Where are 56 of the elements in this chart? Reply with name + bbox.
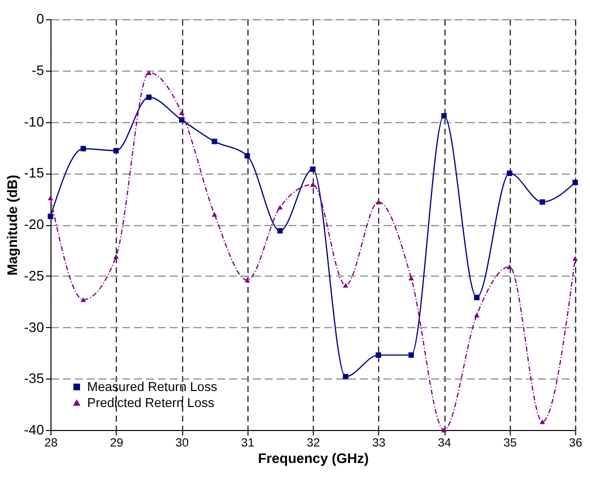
point [48, 196, 54, 200]
point [48, 214, 54, 220]
point [310, 166, 316, 172]
point [146, 70, 152, 75]
point [277, 228, 283, 234]
point [80, 146, 86, 152]
y-tick-label: -15 [24, 164, 44, 181]
point [474, 312, 480, 318]
x-tick-label: 31 [241, 435, 255, 450]
point [506, 264, 512, 270]
point [572, 256, 578, 261]
x-axis-title: Frequency (GHz) [258, 450, 369, 466]
x-tick-label: 32 [306, 435, 320, 450]
point [441, 113, 447, 118]
point [244, 278, 250, 282]
point [80, 297, 86, 302]
point [441, 428, 447, 432]
point [113, 148, 119, 154]
x-tick-label: 30 [176, 435, 190, 450]
point [212, 212, 218, 217]
point [178, 110, 184, 116]
legend-label: Measured Return Loss [87, 378, 218, 394]
point [310, 182, 316, 187]
point [113, 254, 119, 259]
point [342, 282, 348, 288]
point [376, 200, 382, 204]
point [212, 138, 218, 144]
y-axis-title: Magnitude (dB) [4, 174, 20, 276]
x-tick-label: 28 [44, 435, 58, 450]
point [506, 170, 512, 176]
point [244, 153, 250, 159]
point [342, 374, 348, 380]
point [408, 352, 414, 358]
x-tick-label: 36 [569, 435, 583, 450]
x-tick-label: 29 [110, 435, 124, 450]
point [474, 294, 480, 300]
x-tick-label: 34 [438, 435, 452, 450]
x-tick-label: 35 [503, 435, 518, 450]
y-tick-label: -20 [24, 216, 44, 232]
y-tick-label: -35 [24, 370, 44, 386]
y-tick-label: -40 [24, 421, 44, 438]
point [277, 204, 283, 210]
point [540, 199, 546, 205]
point [178, 117, 184, 123]
y-tick-label: 0 [36, 10, 44, 27]
point [540, 419, 546, 424]
y-tick-label: -10 [24, 113, 44, 130]
x-tick-label: 33 [372, 435, 386, 450]
point [376, 352, 382, 358]
point [408, 276, 414, 280]
legend-label: Predicted Retern Loss [87, 394, 214, 410]
point [146, 94, 152, 100]
point [572, 180, 578, 186]
y-tick-label: -5 [32, 62, 44, 78]
y-tick-label: -25 [24, 267, 44, 284]
y-tick-label: -30 [24, 318, 44, 335]
